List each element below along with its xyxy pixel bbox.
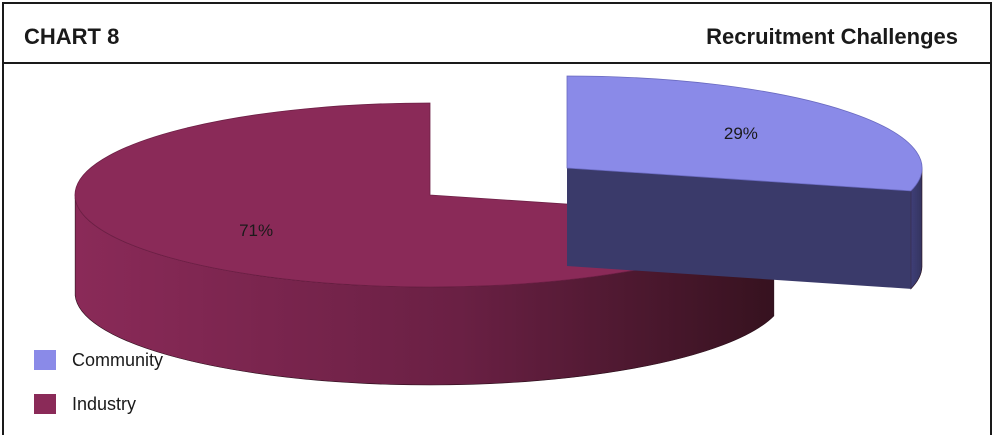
legend-label-community: Community xyxy=(72,349,164,370)
pie-slice-community xyxy=(566,75,923,192)
header-divider xyxy=(2,62,992,64)
legend-item-industry: Industry xyxy=(34,394,163,414)
legend-swatch-community xyxy=(34,350,56,370)
pie-cut-face-community xyxy=(567,168,911,289)
legend-swatch-industry xyxy=(34,394,56,414)
pie-value-label-industry: 71% xyxy=(239,221,273,240)
legend-item-community: Community xyxy=(34,350,163,370)
legend: Community Industry xyxy=(34,350,163,438)
pie-value-label-community: 29% xyxy=(724,124,758,143)
legend-label-industry: Industry xyxy=(72,393,137,414)
chart-number-label: CHART 8 xyxy=(24,24,120,49)
chart-title: Recruitment Challenges xyxy=(706,24,958,49)
